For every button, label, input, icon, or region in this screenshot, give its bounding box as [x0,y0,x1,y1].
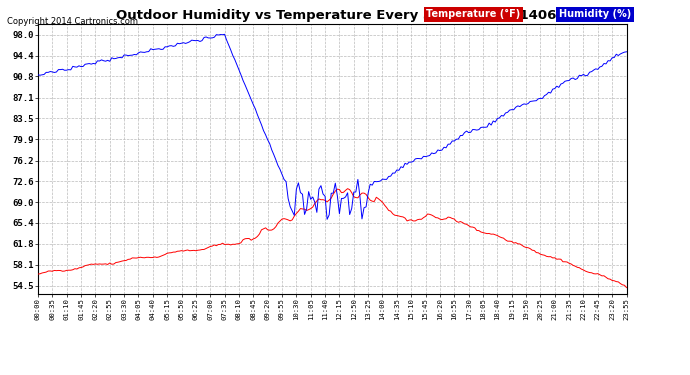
Text: Temperature (°F): Temperature (°F) [426,9,521,20]
Text: Copyright 2014 Cartronics.com: Copyright 2014 Cartronics.com [7,17,138,26]
Text: Outdoor Humidity vs Temperature Every 5 Minutes 20140626: Outdoor Humidity vs Temperature Every 5 … [116,9,574,22]
Text: Humidity (%): Humidity (%) [559,9,631,20]
